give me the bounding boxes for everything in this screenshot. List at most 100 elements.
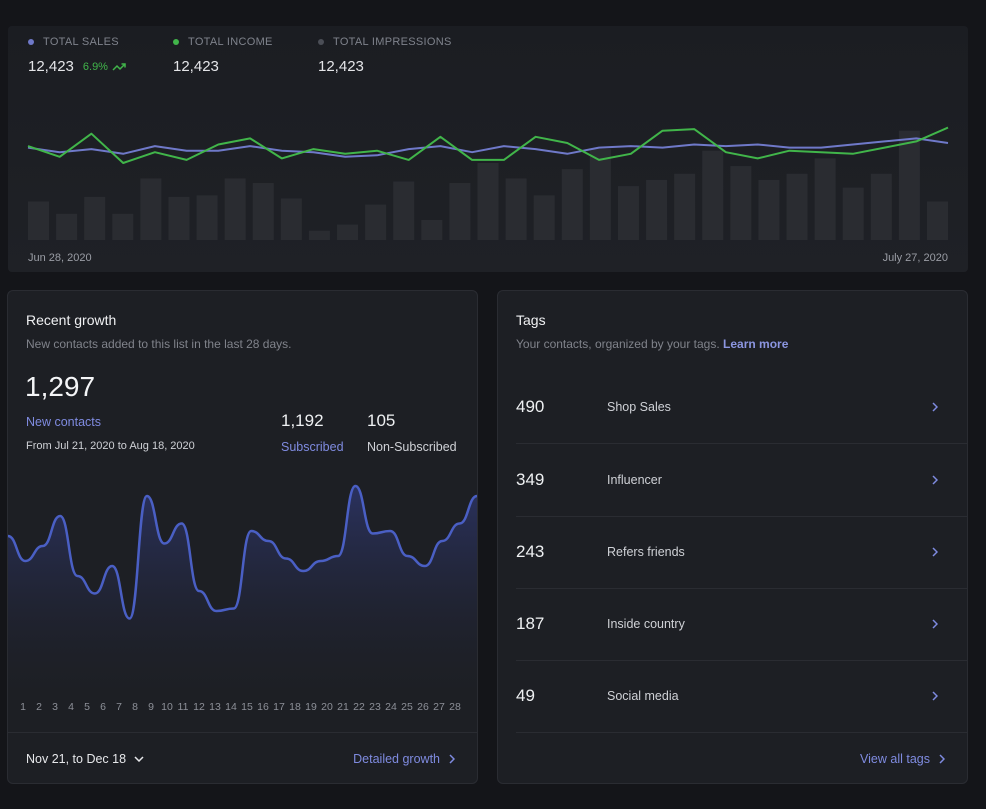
impressions-bar	[140, 178, 162, 240]
chevron-right-icon	[932, 619, 938, 629]
x-tick-label: 26	[417, 701, 429, 713]
impressions-bar	[252, 183, 274, 240]
tag-count: 349	[516, 470, 545, 489]
impressions-bar	[365, 204, 387, 240]
impressions-bar	[505, 178, 527, 240]
x-tick-label: 1	[20, 701, 26, 713]
x-tick-label: 5	[84, 701, 90, 713]
impressions-bar	[617, 186, 639, 240]
impressions-bar	[674, 173, 696, 240]
chevron-right-icon	[932, 402, 938, 412]
impressions-bar	[702, 150, 724, 240]
x-tick-label: 4	[68, 701, 74, 713]
income-line	[27, 126, 949, 164]
date-range-select[interactable]: Nov 21, to Dec 18	[26, 752, 144, 766]
impressions-bar	[280, 198, 302, 240]
x-tick-label: 8	[132, 701, 138, 713]
x-tick-label: 20	[321, 701, 333, 713]
tag-row-social-media[interactable]: 49 Social media	[516, 660, 967, 733]
impressions-bar	[814, 158, 836, 240]
impressions-bar	[758, 179, 780, 240]
x-tick-label: 7	[116, 701, 122, 713]
range-text: From Jul 21, 2020 to Aug 18, 2020	[26, 440, 195, 452]
stat-value: 12,423	[318, 58, 364, 75]
x-tick-label: 13	[209, 701, 221, 713]
impressions-bar	[786, 173, 808, 240]
stat-label: TOTAL SALES	[43, 36, 119, 48]
impressions-bar	[196, 195, 218, 240]
x-tick-label: 27	[433, 701, 445, 713]
x-tick-label: 16	[257, 701, 269, 713]
impressions-bar	[533, 195, 555, 240]
non-subscribed-value: 105	[367, 411, 396, 430]
tag-name: Shop Sales	[607, 400, 671, 414]
card-subtitle: Your contacts, organized by your tags. L…	[516, 337, 788, 351]
start-date-label: Jun 28, 2020	[28, 252, 92, 264]
impressions-bar	[646, 179, 668, 240]
stat-label: TOTAL IMPRESSIONS	[333, 36, 452, 48]
x-tick-label: 2	[36, 701, 42, 713]
chevron-right-icon	[932, 475, 938, 485]
tag-row-refers-friends[interactable]: 243 Refers friends	[516, 516, 967, 589]
learn-more-link[interactable]: Learn more	[723, 337, 789, 351]
subscribed-label: Subscribed	[281, 440, 344, 454]
tag-row-inside-country[interactable]: 187 Inside country	[516, 588, 967, 661]
tag-count: 243	[516, 542, 545, 561]
view-all-tags-link[interactable]: View all tags	[860, 752, 945, 766]
growth-line	[8, 484, 477, 620]
x-tick-label: 11	[177, 701, 189, 713]
non-subscribed-label: Non-Subscribed	[367, 440, 457, 454]
stat-label: TOTAL INCOME	[188, 36, 273, 48]
x-tick-label: 12	[193, 701, 205, 713]
stat-value: 12,423	[173, 58, 219, 75]
tag-name: Inside country	[607, 617, 685, 631]
x-tick-label: 14	[225, 701, 237, 713]
detailed-growth-link[interactable]: Detailed growth	[353, 752, 455, 766]
impressions-bar	[84, 196, 106, 240]
tag-count: 49	[516, 686, 535, 705]
sales-dot-icon	[28, 39, 34, 45]
card-title: Recent growth	[26, 312, 117, 328]
recent-growth-card: Recent growth New contacts added to this…	[7, 290, 478, 784]
trend-up-icon	[112, 62, 126, 71]
impressions-bar	[449, 183, 471, 240]
stat-total-income: TOTAL INCOME 12,423	[173, 36, 273, 75]
x-tick-label: 21	[337, 701, 349, 713]
x-tick-label: 17	[273, 701, 285, 713]
overview-chart	[27, 126, 949, 240]
x-tick-label: 9	[148, 701, 154, 713]
impressions-bar	[337, 224, 359, 240]
income-dot-icon	[173, 39, 179, 45]
stat-value: 12,423	[28, 58, 74, 75]
new-contacts-label: New contacts	[26, 415, 102, 429]
stat-total-impressions: TOTAL IMPRESSIONS 12,423	[318, 36, 452, 75]
impressions-dot-icon	[318, 39, 324, 45]
total-new-contacts: 1,297	[25, 371, 96, 402]
tags-card: Tags Your contacts, organized by your ta…	[497, 290, 968, 784]
growth-area-fill	[8, 486, 477, 696]
impressions-bar	[477, 163, 499, 240]
tags-subtitle-text: Your contacts, organized by your tags.	[516, 337, 720, 351]
tag-name: Influencer	[607, 473, 662, 487]
impressions-bar	[224, 178, 246, 240]
x-tick-label: 24	[385, 701, 397, 713]
impressions-bar	[842, 187, 864, 240]
tag-row-shop-sales[interactable]: 490 Shop Sales	[516, 371, 967, 444]
x-tick-label: 19	[305, 701, 317, 713]
view-all-tags-label: View all tags	[860, 752, 930, 766]
tag-row-influencer[interactable]: 349 Influencer	[516, 444, 967, 517]
tag-name: Refers friends	[607, 545, 685, 559]
impressions-bar	[28, 201, 49, 240]
overview-panel: TOTAL SALES 12,423 6.9% TOTAL INCOME 12,…	[8, 26, 968, 272]
card-subtitle: New contacts added to this list in the l…	[26, 337, 292, 351]
impressions-bar	[561, 169, 583, 240]
stat-change: 6.9%	[82, 60, 108, 73]
x-tick-label: 6	[100, 701, 106, 713]
x-tick-label: 3	[52, 701, 58, 713]
x-tick-label: 22	[353, 701, 365, 713]
non-subscribed-block: 105 Non-Subscribed	[367, 411, 457, 454]
chevron-right-icon	[939, 754, 945, 764]
card-divider	[8, 732, 477, 733]
impressions-bar	[56, 213, 78, 240]
subscribed-value: 1,192	[281, 411, 324, 430]
